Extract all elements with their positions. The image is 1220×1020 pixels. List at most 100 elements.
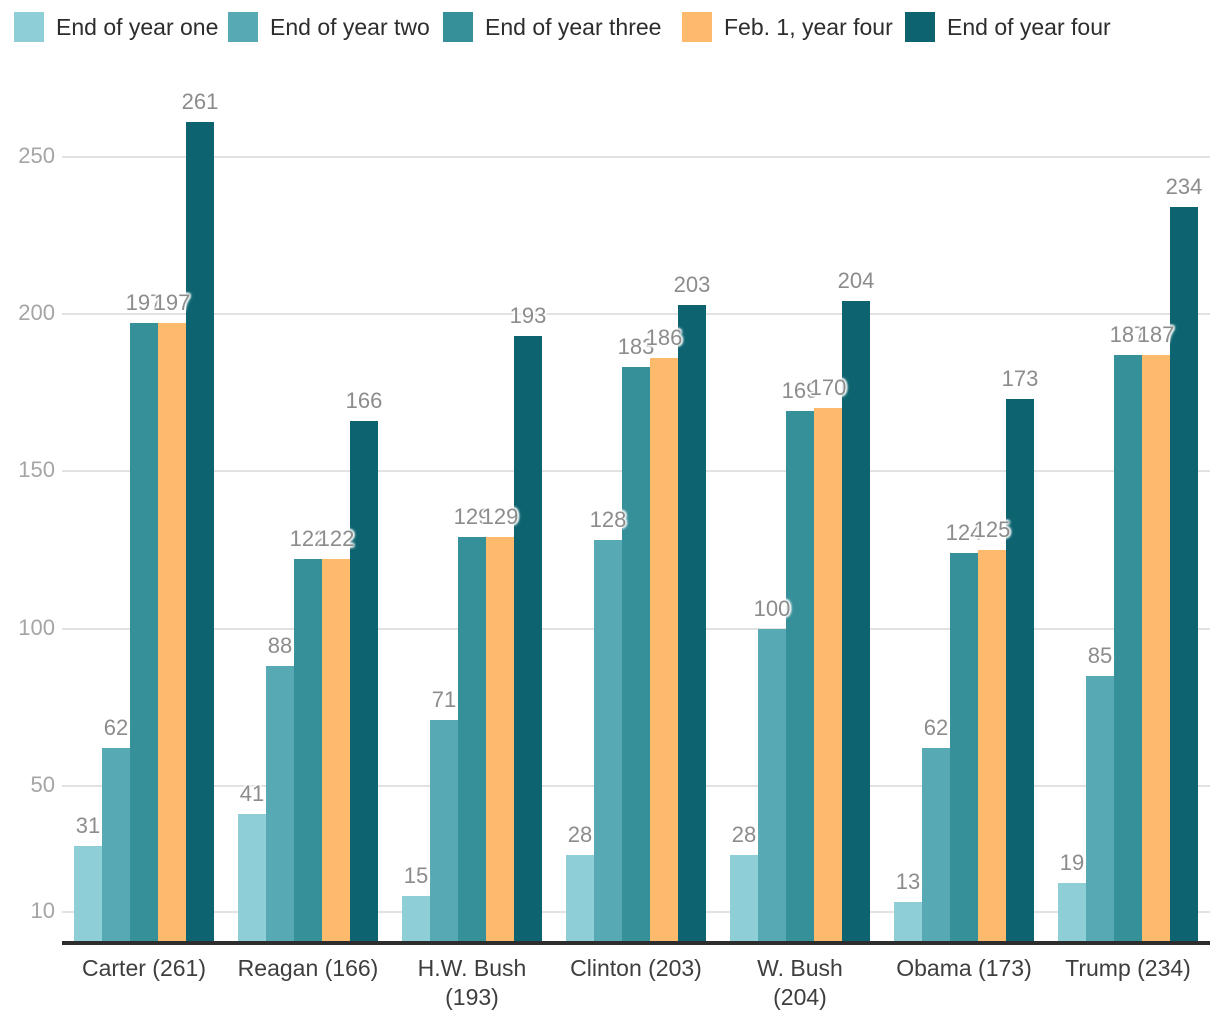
bar-trump-234-feb-1-year-four bbox=[1142, 354, 1170, 943]
bar-h-w-bush-end-of-year-one bbox=[402, 895, 430, 943]
legend-label: End of year two bbox=[270, 13, 430, 40]
legend-swatch-icon bbox=[682, 12, 712, 42]
bar-value-label: 28 bbox=[731, 821, 757, 847]
legend-label: End of year four bbox=[947, 13, 1111, 40]
bar-w-bush-end-of-year-three bbox=[786, 411, 814, 943]
bar-value-label: 122 bbox=[317, 526, 355, 552]
bar-value-label: 71 bbox=[431, 686, 457, 712]
bar-value-label: 124 bbox=[945, 520, 983, 546]
legend-item-end-of-year-four: End of year four bbox=[905, 10, 1111, 44]
bar-value-label: 31 bbox=[75, 812, 101, 838]
bar-value-label: 169 bbox=[781, 378, 819, 404]
bar-value-label: 187 bbox=[1109, 321, 1147, 347]
bar-value-label: 13 bbox=[895, 869, 921, 895]
bar-h-w-bush-end-of-year-four bbox=[514, 336, 542, 943]
bar-reagan-166-end-of-year-two bbox=[266, 666, 294, 943]
bar-value-label: 41 bbox=[239, 781, 265, 807]
y-axis-label: 150 bbox=[18, 457, 55, 483]
bar-trump-234-end-of-year-two bbox=[1086, 675, 1114, 943]
bar-reagan-166-end-of-year-one bbox=[238, 814, 266, 943]
bar-carter-261-end-of-year-three bbox=[130, 323, 158, 943]
bar-h-w-bush-end-of-year-three bbox=[458, 537, 486, 943]
x-axis-label-clinton-203: Clinton (203) bbox=[570, 955, 702, 981]
bar-carter-261-feb-1-year-four bbox=[158, 323, 186, 943]
bar-value-label: 261 bbox=[181, 89, 219, 115]
bar-value-label: 170 bbox=[809, 375, 847, 401]
y-axis-label: 200 bbox=[18, 300, 55, 325]
bar-h-w-bush-feb-1-year-four bbox=[486, 537, 514, 943]
bar-value-label: 204 bbox=[837, 268, 875, 294]
legend-label: Feb. 1, year four bbox=[724, 13, 893, 40]
bar-reagan-166-end-of-year-four bbox=[350, 420, 378, 943]
bar-value-label: 234 bbox=[1165, 174, 1203, 200]
bar-value-label: 85 bbox=[1087, 642, 1113, 668]
bar-carter-261-end-of-year-two bbox=[102, 748, 130, 943]
legend-item-end-of-year-one: End of year one bbox=[14, 10, 218, 44]
bar-value-label: 186 bbox=[645, 325, 683, 351]
bar-obama-173-feb-1-year-four bbox=[978, 549, 1006, 943]
bar-value-label: 166 bbox=[345, 387, 383, 413]
bar-w-bush-end-of-year-four bbox=[842, 301, 870, 943]
bar-value-label: 197 bbox=[125, 290, 163, 316]
bar-value-label: 187 bbox=[1137, 321, 1175, 347]
bar-value-label: 100 bbox=[753, 595, 791, 621]
bar-carter-261-end-of-year-one bbox=[74, 845, 102, 943]
y-axis-label: 10 bbox=[30, 897, 55, 923]
bar-trump-234-end-of-year-four bbox=[1170, 207, 1198, 943]
bar-w-bush-end-of-year-two bbox=[758, 628, 786, 943]
bar-value-label: 197 bbox=[153, 290, 191, 316]
bar-value-label: 62 bbox=[923, 715, 949, 740]
bar-w-bush-end-of-year-one bbox=[730, 854, 758, 943]
bar-value-label: 15 bbox=[403, 862, 429, 888]
y-axis-label: 50 bbox=[30, 771, 55, 797]
legend-item-end-of-year-three: End of year three bbox=[443, 10, 661, 44]
bar-clinton-203-end-of-year-four bbox=[678, 304, 706, 943]
bar-trump-234-end-of-year-one bbox=[1058, 883, 1086, 943]
legend-item-end-of-year-two: End of year two bbox=[228, 10, 430, 44]
bar-obama-173-end-of-year-four bbox=[1006, 398, 1034, 943]
x-axis-label-obama-173: Obama (173) bbox=[896, 955, 1032, 981]
legend-swatch-icon bbox=[14, 12, 44, 42]
bar-clinton-203-end-of-year-one bbox=[566, 854, 594, 943]
bar-clinton-203-end-of-year-two bbox=[594, 540, 622, 943]
gridline-250 bbox=[62, 155, 1210, 158]
bar-value-label: 28 bbox=[567, 821, 593, 847]
bar-trump-234-end-of-year-three bbox=[1114, 354, 1142, 943]
bar-value-label: 128 bbox=[589, 507, 627, 533]
legend-label: End of year three bbox=[485, 13, 662, 40]
y-axis-label: 100 bbox=[18, 614, 55, 640]
x-axis-line bbox=[62, 941, 1210, 945]
bar-value-label: 122 bbox=[289, 526, 327, 552]
bar-clinton-203-feb-1-year-four bbox=[650, 358, 678, 943]
bar-obama-173-end-of-year-three bbox=[950, 553, 978, 943]
bar-value-label: 203 bbox=[673, 271, 711, 297]
gridline-200 bbox=[62, 313, 1210, 315]
x-axis-label-h-w-bush: H.W. Bush (193) bbox=[417, 955, 527, 1010]
bar-value-label: 19 bbox=[1059, 850, 1085, 876]
bar-clinton-203-end-of-year-three bbox=[622, 367, 650, 943]
legend-swatch-icon bbox=[228, 12, 258, 42]
bar-value-label: 193 bbox=[509, 303, 547, 328]
bar-value-label: 129 bbox=[453, 504, 491, 530]
legend-item-feb-1-year-four: Feb. 1, year four bbox=[682, 10, 893, 44]
x-axis-label-carter-261: Carter (261) bbox=[82, 955, 206, 981]
legend-swatch-icon bbox=[905, 12, 935, 42]
x-axis-label-trump-234: Trump (234) bbox=[1065, 955, 1191, 981]
bar-value-label: 173 bbox=[1001, 365, 1039, 391]
y-axis-label: 250 bbox=[18, 142, 55, 168]
bar-value-label: 88 bbox=[267, 633, 293, 659]
bar-w-bush-feb-1-year-four bbox=[814, 408, 842, 943]
legend-label: End of year one bbox=[56, 13, 219, 40]
bar-reagan-166-end-of-year-three bbox=[294, 559, 322, 943]
bar-obama-173-end-of-year-two bbox=[922, 748, 950, 943]
bar-value-label: 62 bbox=[103, 715, 129, 740]
bar-reagan-166-feb-1-year-four bbox=[322, 559, 350, 943]
bar-obama-173-end-of-year-one bbox=[894, 902, 922, 943]
bar-value-label: 183 bbox=[617, 334, 655, 360]
x-axis-label-w-bush: W. Bush (204) bbox=[757, 955, 843, 1010]
bar-h-w-bush-end-of-year-two bbox=[430, 719, 458, 943]
bar-carter-261-end-of-year-four bbox=[186, 122, 214, 943]
legend-swatch-icon bbox=[443, 12, 473, 42]
bar-value-label: 129 bbox=[481, 504, 519, 530]
